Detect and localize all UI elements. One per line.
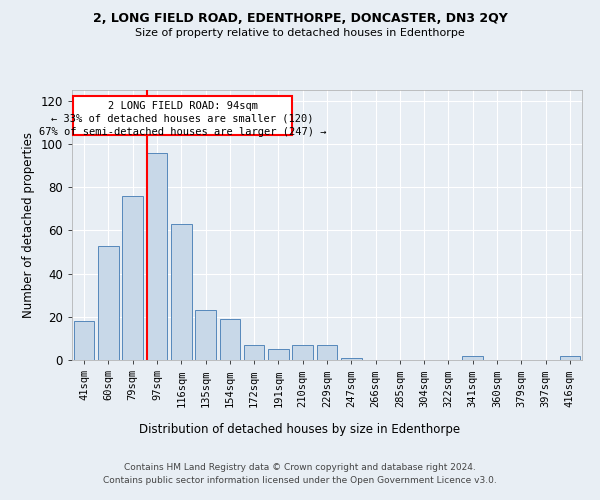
Text: Distribution of detached houses by size in Edenthorpe: Distribution of detached houses by size … xyxy=(139,422,461,436)
Bar xyxy=(122,196,143,360)
Bar xyxy=(74,321,94,360)
Y-axis label: Number of detached properties: Number of detached properties xyxy=(22,132,35,318)
Bar xyxy=(244,345,265,360)
Bar xyxy=(220,319,240,360)
Text: 67% of semi-detached houses are larger (247) →: 67% of semi-detached houses are larger (… xyxy=(39,126,326,136)
Bar xyxy=(341,358,362,360)
Bar xyxy=(171,224,191,360)
Text: 2 LONG FIELD ROAD: 94sqm: 2 LONG FIELD ROAD: 94sqm xyxy=(107,101,257,111)
Text: Size of property relative to detached houses in Edenthorpe: Size of property relative to detached ho… xyxy=(135,28,465,38)
Bar xyxy=(268,349,289,360)
Bar xyxy=(463,356,483,360)
Bar xyxy=(292,345,313,360)
Bar xyxy=(195,310,216,360)
Text: 2, LONG FIELD ROAD, EDENTHORPE, DONCASTER, DN3 2QY: 2, LONG FIELD ROAD, EDENTHORPE, DONCASTE… xyxy=(92,12,508,26)
Bar xyxy=(98,246,119,360)
Bar xyxy=(317,345,337,360)
Text: Contains HM Land Registry data © Crown copyright and database right 2024.: Contains HM Land Registry data © Crown c… xyxy=(124,462,476,471)
Bar xyxy=(560,356,580,360)
FancyBboxPatch shape xyxy=(73,96,292,136)
Text: Contains public sector information licensed under the Open Government Licence v3: Contains public sector information licen… xyxy=(103,476,497,485)
Text: ← 33% of detached houses are smaller (120): ← 33% of detached houses are smaller (12… xyxy=(51,114,314,124)
Bar xyxy=(146,152,167,360)
